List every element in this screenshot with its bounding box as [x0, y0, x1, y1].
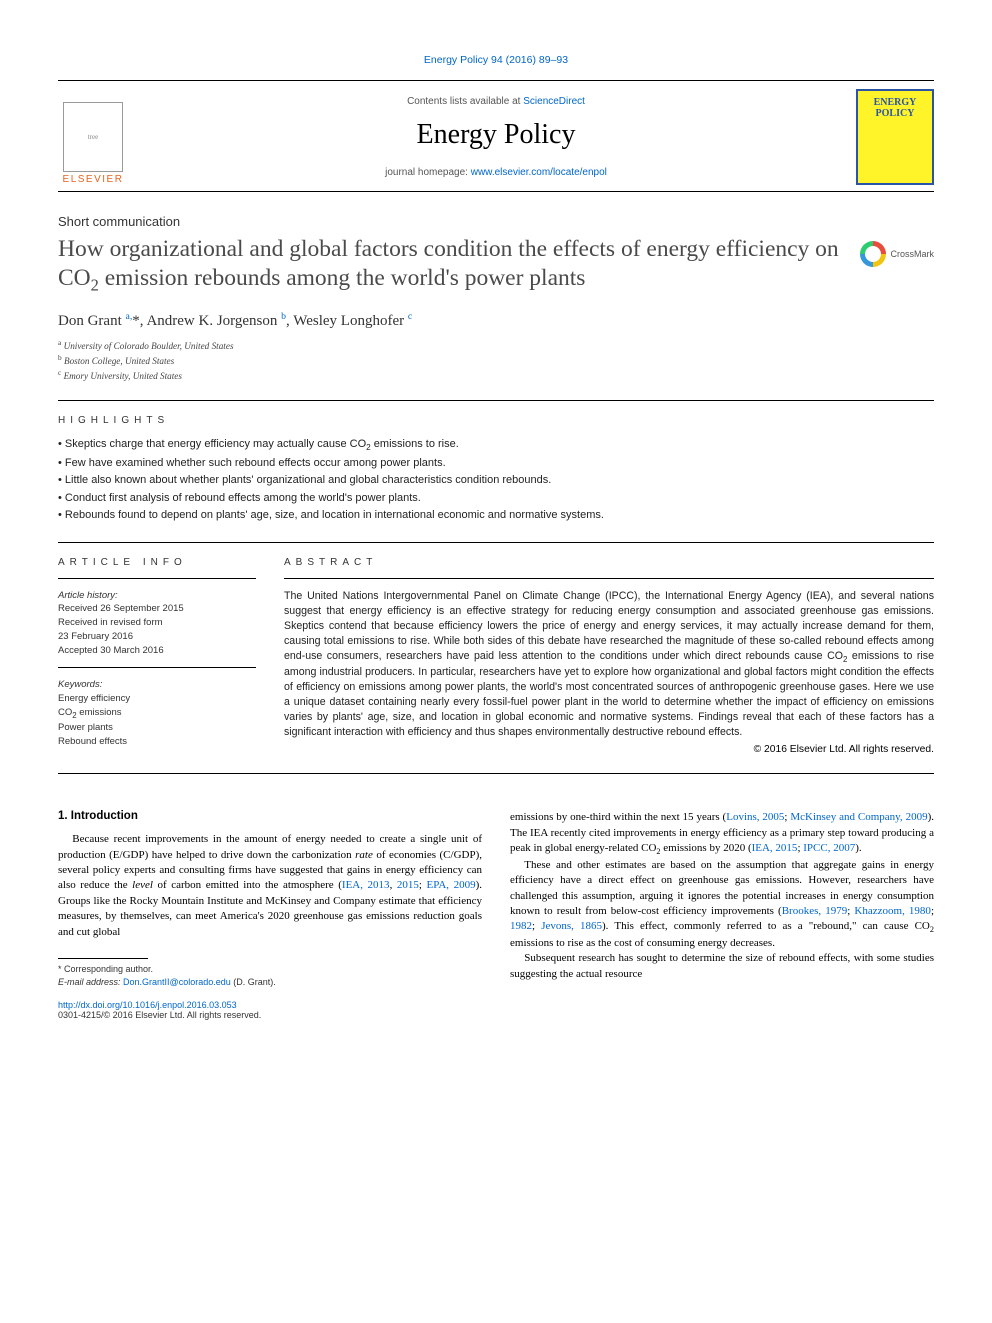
contents-prefix: Contents lists available at — [407, 96, 523, 107]
affiliation: b Boston College, United States — [58, 353, 934, 368]
homepage-prefix: journal homepage: — [385, 167, 471, 178]
paragraph: emissions by one-third within the next 1… — [510, 810, 934, 858]
journal-cover: ENERGY POLICY — [856, 89, 934, 185]
body-col2: emissions by one-third within the next 1… — [510, 810, 934, 982]
paragraph: These and other estimates are based on t… — [510, 858, 934, 952]
elsevier-tree-icon: tree — [63, 102, 123, 172]
keyword: Power plants — [58, 722, 113, 733]
history-line: Received 26 September 2015 — [58, 603, 184, 614]
page-footer: http://dx.doi.org/10.1016/j.enpol.2016.0… — [58, 1000, 482, 1020]
publisher-name: ELSEVIER — [63, 174, 124, 185]
rule — [58, 400, 934, 401]
email-suffix: (D. Grant). — [231, 977, 276, 987]
homepage-link[interactable]: www.elsevier.com/locate/enpol — [471, 167, 607, 178]
footnote-rule — [58, 958, 148, 959]
paragraph: Because recent improvements in the amoun… — [58, 832, 482, 940]
keywords-label: Keywords: — [58, 679, 102, 690]
highlight-item: Little also known about whether plants' … — [58, 472, 934, 489]
rule — [58, 578, 256, 579]
cover-title-2: POLICY — [876, 108, 915, 119]
abstract-copyright: © 2016 Elsevier Ltd. All rights reserved… — [284, 744, 934, 755]
history-line: Accepted 30 March 2016 — [58, 645, 164, 656]
doi-link[interactable]: http://dx.doi.org/10.1016/j.enpol.2016.0… — [58, 1000, 237, 1010]
crossmark-icon — [860, 241, 886, 267]
abstract-text: The United Nations Intergovernmental Pan… — [284, 589, 934, 741]
highlights-list: Skeptics charge that energy efficiency m… — [58, 436, 934, 523]
journal-name: Energy Policy — [136, 119, 856, 151]
affiliation: c Emory University, United States — [58, 368, 934, 383]
highlight-item: Skeptics charge that energy efficiency m… — [58, 436, 934, 455]
body-col1: Because recent improvements in the amoun… — [58, 832, 482, 940]
paragraph: Subsequent research has sought to determ… — [510, 951, 934, 982]
rule — [58, 773, 934, 774]
email-line: E-mail address: Don.GrantII@colorado.edu… — [58, 976, 482, 989]
corresponding-note: * Corresponding author. — [58, 963, 482, 976]
masthead: tree ELSEVIER Contents lists available a… — [58, 81, 934, 192]
homepage-line: journal homepage: www.elsevier.com/locat… — [136, 167, 856, 178]
crossmark-label: CrossMark — [890, 249, 934, 259]
contents-line: Contents lists available at ScienceDirec… — [136, 96, 856, 107]
author-email-link[interactable]: Don.GrantII@colorado.edu — [123, 977, 231, 987]
highlight-item: Few have examined whether such rebound e… — [58, 455, 934, 472]
cover-title-1: ENERGY — [874, 97, 917, 108]
issn-copyright: 0301-4215/© 2016 Elsevier Ltd. All right… — [58, 1010, 261, 1020]
keyword: CO2 emissions — [58, 707, 122, 718]
rule — [284, 578, 934, 579]
section-heading-intro: 1. Introduction — [58, 810, 482, 822]
sciencedirect-link[interactable]: ScienceDirect — [523, 96, 585, 107]
citation-header: Energy Policy 94 (2016) 89–93 — [58, 54, 934, 66]
keywords-block: Keywords: Energy efficiency CO2 emissions… — [58, 678, 256, 748]
abstract-heading: ABSTRACT — [284, 557, 934, 568]
authors: Don Grant a,*, Andrew K. Jorgenson b, We… — [58, 311, 934, 330]
affiliations: a University of Colorado Boulder, United… — [58, 338, 934, 383]
article-history: Article history: Received 26 September 2… — [58, 589, 256, 658]
history-label: Article history: — [58, 590, 118, 601]
crossmark-badge[interactable]: CrossMark — [860, 241, 934, 267]
highlight-item: Conduct first analysis of rebound effect… — [58, 490, 934, 507]
keyword: Energy efficiency — [58, 693, 130, 704]
email-label: E-mail address: — [58, 977, 123, 987]
article-title: How organizational and global factors co… — [58, 235, 848, 297]
article-info-heading: ARTICLE INFO — [58, 557, 256, 568]
publisher-logo: tree ELSEVIER — [58, 89, 136, 185]
history-line: 23 February 2016 — [58, 631, 133, 642]
highlight-item: Rebounds found to depend on plants' age,… — [58, 507, 934, 524]
history-line: Received in revised form — [58, 617, 163, 628]
affiliation: a University of Colorado Boulder, United… — [58, 338, 934, 353]
article-type: Short communication — [58, 214, 934, 229]
keyword: Rebound effects — [58, 736, 127, 747]
rule — [58, 667, 256, 668]
highlights-heading: HIGHLIGHTS — [58, 415, 934, 426]
footnotes: * Corresponding author. E-mail address: … — [58, 963, 482, 988]
